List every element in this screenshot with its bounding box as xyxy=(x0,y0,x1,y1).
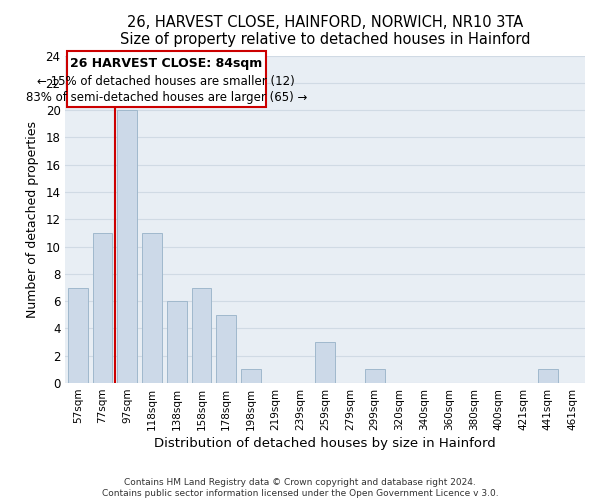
Bar xyxy=(68,288,88,383)
Bar xyxy=(316,342,335,383)
Bar xyxy=(142,233,162,383)
Bar xyxy=(217,315,236,383)
Bar xyxy=(167,301,187,383)
Bar xyxy=(118,110,137,383)
Title: 26, HARVEST CLOSE, HAINFORD, NORWICH, NR10 3TA
Size of property relative to deta: 26, HARVEST CLOSE, HAINFORD, NORWICH, NR… xyxy=(120,15,530,48)
Y-axis label: Number of detached properties: Number of detached properties xyxy=(26,121,38,318)
Bar xyxy=(365,370,385,383)
Text: 26 HARVEST CLOSE: 84sqm: 26 HARVEST CLOSE: 84sqm xyxy=(70,57,262,70)
X-axis label: Distribution of detached houses by size in Hainford: Distribution of detached houses by size … xyxy=(154,437,496,450)
Bar xyxy=(538,370,558,383)
Bar xyxy=(191,288,211,383)
Text: ← 15% of detached houses are smaller (12): ← 15% of detached houses are smaller (12… xyxy=(37,75,295,88)
Text: Contains HM Land Registry data © Crown copyright and database right 2024.
Contai: Contains HM Land Registry data © Crown c… xyxy=(101,478,499,498)
FancyBboxPatch shape xyxy=(67,52,266,108)
Bar xyxy=(92,233,112,383)
Bar xyxy=(241,370,261,383)
Text: 83% of semi-detached houses are larger (65) →: 83% of semi-detached houses are larger (… xyxy=(26,92,307,104)
